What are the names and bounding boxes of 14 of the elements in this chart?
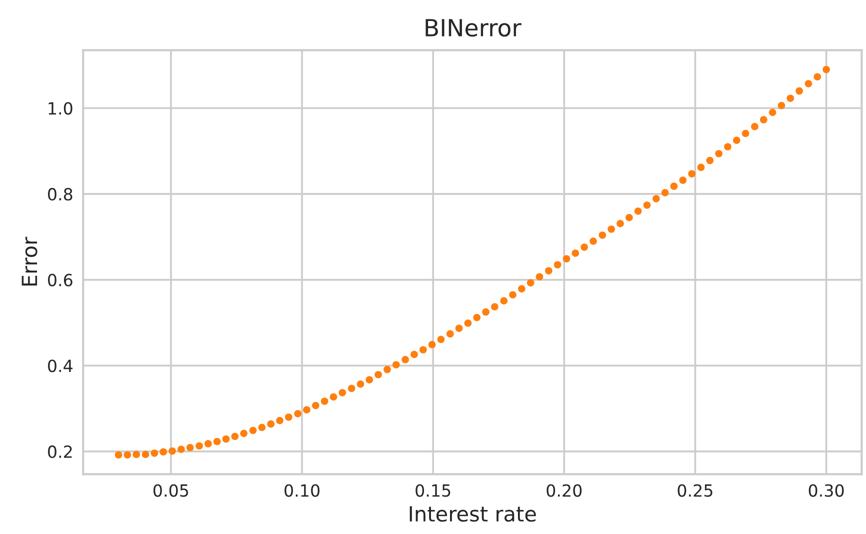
x-tick-label: 0.15 [416,484,450,497]
y-tick-label: 1.0 [48,102,72,115]
x-tick-label: 0.25 [678,484,712,497]
y-tick-label: 0.4 [48,360,72,372]
y-tick-label: 0.6 [48,274,72,286]
x-tick-label: 0.20 [546,484,582,497]
chart-title: BINerror [426,19,522,37]
x-tick-label: 0.05 [153,484,188,497]
y-tick-label: 0.2 [48,445,72,458]
y-axis-title: Error [22,236,38,286]
y-tick-label: 0.8 [48,188,72,201]
x-tick-label: 0.30 [808,484,844,497]
x-tick-label: 0.10 [284,484,320,497]
x-axis-title: Interest rate [410,506,536,522]
